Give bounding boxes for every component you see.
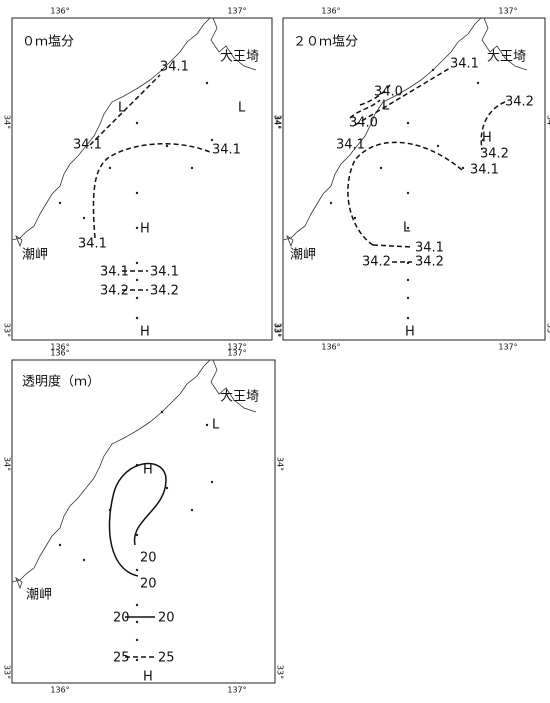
contour-label: 25 — [158, 651, 175, 666]
panel-title: ２０ｍ塩分 — [293, 35, 358, 50]
panel-frames — [11, 17, 546, 684]
longitude-label: 136° — [50, 7, 69, 16]
longitude-label: 137° — [227, 7, 246, 16]
contour-label: 34.2 — [150, 284, 179, 299]
longitude-label: 136° — [50, 349, 69, 358]
contour-label: 20 — [140, 551, 157, 566]
contour-label: 34.2 — [362, 255, 391, 270]
pressure-marker: H — [143, 463, 153, 478]
pressure-marker: H — [482, 131, 492, 146]
contour-label: 34.1 — [73, 138, 102, 153]
contour-label: 20 — [140, 577, 157, 592]
contour-label: 34.1 — [212, 143, 241, 158]
longitude-label: 137° — [227, 686, 246, 695]
contour-label: 34.1 — [160, 60, 189, 75]
contour-label: 34.2 — [415, 255, 444, 270]
place-name: 大王埼 — [220, 390, 259, 405]
contour-label: 34.1 — [150, 265, 179, 280]
latitude-label: 33° — [273, 323, 282, 337]
contour-label: 34.1 — [100, 265, 129, 280]
pressure-marker: H — [143, 670, 153, 685]
pressure-marker: L — [118, 101, 126, 116]
panel-title: 透明度（ｍ） — [22, 374, 100, 390]
panel-title: ０ｍ塩分 — [22, 35, 74, 50]
contour-label: 34.2 — [100, 284, 129, 299]
longitude-label: 136° — [321, 7, 340, 16]
latitude-label: 34° — [3, 115, 12, 129]
contour-label: 34.2 — [480, 147, 509, 162]
pressure-marker: H — [140, 222, 150, 237]
latitude-label: 34° — [546, 115, 550, 129]
contour-label: 34.0 — [349, 116, 378, 131]
place-name: 大王埼 — [487, 50, 526, 65]
longitude-label: 136° — [50, 343, 69, 352]
latitude-label: 33° — [3, 665, 12, 679]
longitude-label: 136° — [50, 686, 69, 695]
place-name: 潮岬 — [290, 248, 316, 263]
pressure-marker: L — [382, 99, 390, 114]
place-name: 潮岬 — [26, 588, 52, 603]
pressure-marker: H — [405, 325, 415, 340]
latitude-label: 34° — [274, 115, 283, 129]
contour-label: 34.1 — [450, 57, 479, 72]
longitude-label: 137° — [498, 7, 517, 16]
longitude-label: 137° — [498, 343, 517, 352]
contours — [89, 67, 506, 658]
pressure-marker: L — [238, 101, 246, 116]
latitude-label: 34° — [3, 457, 12, 471]
longitude-label: 136° — [321, 343, 340, 352]
contour-label: 20 — [158, 611, 175, 626]
contour-label: 34.1 — [336, 138, 365, 153]
longitude-label: 137° — [227, 349, 246, 358]
contour-label: 34.1 — [470, 163, 499, 178]
contour-label: 25 — [113, 651, 130, 666]
latitude-label: 33° — [546, 323, 550, 337]
latitude-label: 34° — [276, 457, 285, 471]
latitude-label: 34° — [273, 115, 282, 129]
contour-label: 20 — [113, 611, 130, 626]
place-name: 潮岬 — [22, 248, 48, 263]
latitude-label: 33° — [3, 323, 12, 337]
contour-label: 34.2 — [505, 95, 534, 110]
pressure-marker: H — [140, 325, 150, 340]
place-name: 大王埼 — [220, 50, 259, 65]
latitude-label: 33° — [274, 323, 283, 337]
contour-label: 34.1 — [415, 241, 444, 256]
pressure-marker: L — [403, 221, 411, 236]
longitude-label: 137° — [227, 343, 246, 352]
contour-label: 34.1 — [78, 237, 107, 252]
pressure-marker: L — [212, 418, 220, 433]
latitude-label: 33° — [276, 665, 285, 679]
contour-label: 34.0 — [374, 85, 403, 100]
